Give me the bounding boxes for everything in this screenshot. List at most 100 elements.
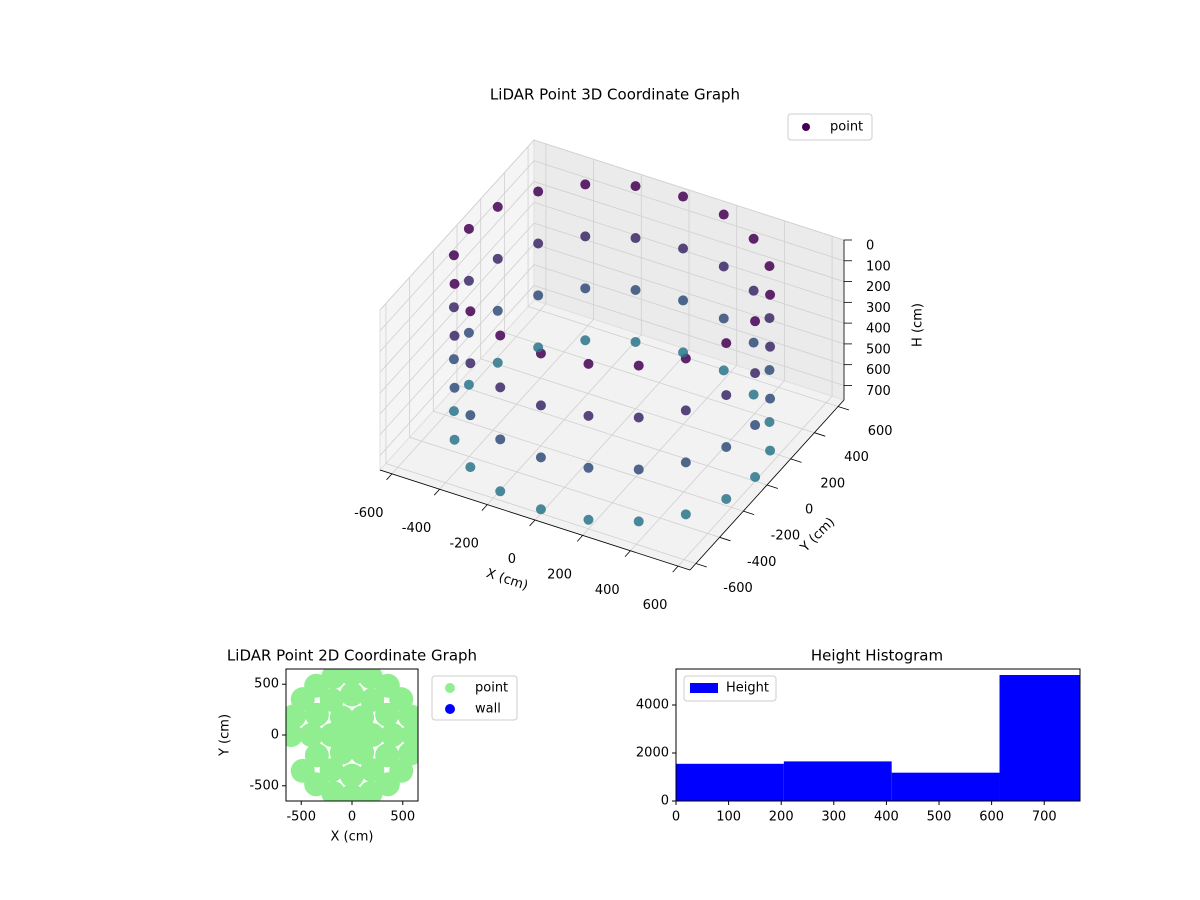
tick-mark xyxy=(695,563,707,568)
legend-box xyxy=(683,675,777,702)
legend-label: Height xyxy=(726,681,769,696)
chart-title: LiDAR Point 3D Coordinate Graph xyxy=(490,86,740,104)
point xyxy=(448,406,459,417)
tick-mark xyxy=(837,406,850,411)
point xyxy=(495,382,506,393)
point xyxy=(680,509,691,520)
x-tick-label: 300 xyxy=(821,810,846,825)
point xyxy=(583,358,594,369)
point xyxy=(764,365,775,376)
point xyxy=(580,231,591,242)
point xyxy=(750,420,761,431)
point xyxy=(465,410,476,421)
point xyxy=(583,462,594,473)
tick-mark xyxy=(743,510,755,516)
x-tick-label: 700 xyxy=(1032,810,1057,825)
point xyxy=(449,382,460,393)
grid-line xyxy=(379,264,535,435)
point xyxy=(630,284,641,295)
point xyxy=(465,462,476,473)
point xyxy=(765,341,776,352)
plot-area xyxy=(286,669,418,801)
x-tick-label: -400 xyxy=(402,521,432,536)
point xyxy=(748,389,759,400)
x-axis-label: X (cm) xyxy=(331,830,374,845)
point xyxy=(319,758,344,783)
grid-line xyxy=(533,201,845,303)
point xyxy=(748,233,759,244)
z-tick-label: 400 xyxy=(866,322,891,337)
x-tick-label: 600 xyxy=(643,598,668,613)
point xyxy=(350,740,375,765)
point xyxy=(764,313,775,324)
point xyxy=(463,379,474,390)
point xyxy=(360,758,385,783)
y-tick-label: 0 xyxy=(661,794,669,809)
x-tick-label: -600 xyxy=(354,506,384,521)
point xyxy=(535,504,546,515)
point xyxy=(492,305,503,316)
point xyxy=(304,743,329,768)
x-tick-label: 600 xyxy=(979,810,1004,825)
axis-line xyxy=(379,469,691,571)
point xyxy=(448,250,459,261)
legend-marker xyxy=(802,123,810,131)
point xyxy=(286,704,307,729)
point xyxy=(580,283,591,294)
point xyxy=(680,405,691,416)
x-tick-label: 0 xyxy=(672,810,680,825)
point xyxy=(630,336,641,347)
point xyxy=(492,253,503,264)
point xyxy=(329,705,354,730)
y-tick-label: 4000 xyxy=(636,698,669,713)
point xyxy=(340,783,364,801)
point xyxy=(633,516,644,527)
bar xyxy=(999,675,1080,801)
point xyxy=(463,223,474,234)
point xyxy=(718,209,729,220)
y-tick-label: 500 xyxy=(254,677,279,692)
point xyxy=(748,285,759,296)
chart-title: Height Histogram xyxy=(811,647,943,665)
y-tick-label: -400 xyxy=(747,555,777,570)
point xyxy=(495,434,506,445)
x-tick-label: 500 xyxy=(390,810,415,825)
point xyxy=(286,723,304,747)
legend-label: point xyxy=(830,120,863,135)
grid-line xyxy=(480,358,791,460)
axes-frame xyxy=(675,668,1081,802)
grid-line xyxy=(409,436,720,538)
bar xyxy=(783,761,892,801)
point xyxy=(764,416,775,427)
point xyxy=(321,780,346,801)
point xyxy=(495,330,506,341)
tick-mark xyxy=(790,458,802,463)
z-tick-label: 0 xyxy=(866,239,874,254)
point xyxy=(721,390,732,401)
point xyxy=(319,687,344,712)
point xyxy=(535,452,546,463)
y-axis-label: Y (cm) xyxy=(797,515,838,556)
grid-line xyxy=(456,384,768,486)
point xyxy=(448,354,459,365)
point xyxy=(340,723,364,747)
z-tick-label: 600 xyxy=(866,363,891,378)
point xyxy=(764,261,775,272)
y-tick-label: 2000 xyxy=(636,746,669,761)
bar xyxy=(676,763,784,801)
point xyxy=(633,412,644,423)
point xyxy=(750,316,761,327)
tick-mark xyxy=(529,519,536,527)
tick-mark xyxy=(624,550,631,557)
point xyxy=(358,669,383,690)
point xyxy=(678,243,689,254)
point xyxy=(765,393,776,404)
point xyxy=(463,275,474,286)
point xyxy=(535,400,546,411)
y-tick-label: 600 xyxy=(868,424,893,439)
legend-box xyxy=(431,675,518,721)
y-tick-label: 200 xyxy=(820,476,845,491)
point xyxy=(630,181,641,192)
point xyxy=(580,179,591,190)
point xyxy=(533,186,544,197)
